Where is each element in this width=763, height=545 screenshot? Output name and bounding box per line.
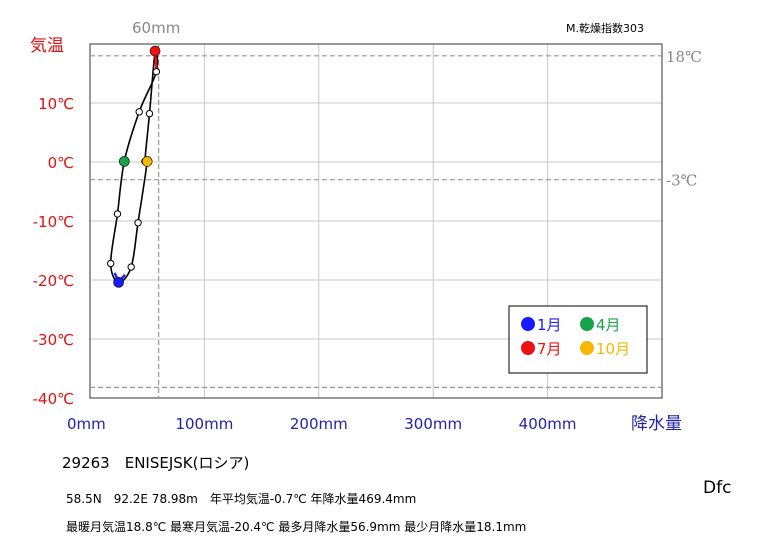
x-tick-label: 400mm xyxy=(519,415,577,433)
legend-label: 10月 xyxy=(596,340,630,358)
legend-box xyxy=(508,305,648,374)
x-tick-label: 100mm xyxy=(175,415,233,433)
station-summary: 58.5N 92.2E 78.98m 年平均気温-0.7℃ 年降水量469.4m… xyxy=(66,492,417,506)
y-tick-label: 10℃ xyxy=(38,95,74,113)
legend: 1月 4月 7月 10月 xyxy=(508,305,648,374)
legend-marker xyxy=(521,317,535,331)
grid-layer xyxy=(90,44,662,398)
month-point-3 xyxy=(113,210,122,218)
precip-60-label: 60mm xyxy=(132,19,180,37)
y-tick-label: -40℃ xyxy=(33,390,74,408)
koppen-class: Dfc xyxy=(703,478,732,498)
legend-label: 1月 xyxy=(537,316,562,334)
month-point-5 xyxy=(135,108,143,116)
x-tick-labels: 0mm 100mm 200mm 300mm 400mm xyxy=(67,415,577,433)
month-point-8 xyxy=(145,109,154,118)
station-name: 29263 ENISEJSK(ロシア) xyxy=(62,454,250,472)
reference-lines xyxy=(90,44,662,398)
temp-axis-title: 気温 xyxy=(30,36,64,56)
month-point-6 xyxy=(152,68,161,76)
month-point-4 xyxy=(119,156,130,167)
right-reference-labels: 18℃ -3℃ xyxy=(666,48,702,190)
month-point-1 xyxy=(113,277,124,288)
climate-curve xyxy=(109,48,159,284)
right-ref-label: -3℃ xyxy=(666,172,697,190)
month-point-7 xyxy=(149,45,161,57)
y-tick-label: -30℃ xyxy=(33,331,74,349)
x-tick-label: 200mm xyxy=(290,415,348,433)
month-point-11 xyxy=(134,219,142,227)
y-tick-label: -10℃ xyxy=(33,213,74,231)
month-point-12 xyxy=(127,263,135,271)
precip-axis-title: 降水量 xyxy=(631,414,682,434)
legend-marker xyxy=(580,341,594,355)
x-tick-label: 0mm xyxy=(67,415,106,433)
legend-label: 7月 xyxy=(537,340,562,358)
climate-curve-path xyxy=(109,48,159,284)
plot-frame xyxy=(89,43,663,399)
y-tick-label: -20℃ xyxy=(33,272,74,290)
legend-marker xyxy=(521,341,535,355)
month-points xyxy=(107,45,161,288)
right-ref-label: 18℃ xyxy=(666,48,702,66)
month-point-2 xyxy=(107,259,115,268)
x-tick-label: 300mm xyxy=(404,415,462,433)
station-extremes: 最暖月気温18.8℃ 最寒月気温-20.4℃ 最多月降水量56.9mm 最少月降… xyxy=(66,520,527,534)
y-tick-label: 0℃ xyxy=(48,154,74,172)
legend-label: 4月 xyxy=(596,316,621,334)
month-point-10 xyxy=(141,156,153,167)
legend-marker xyxy=(580,317,594,331)
y-tick-labels: 10℃ 0℃ -10℃ -20℃ -30℃ -40℃ xyxy=(33,95,74,408)
aridity-index: M.乾燥指数303 xyxy=(566,21,644,35)
